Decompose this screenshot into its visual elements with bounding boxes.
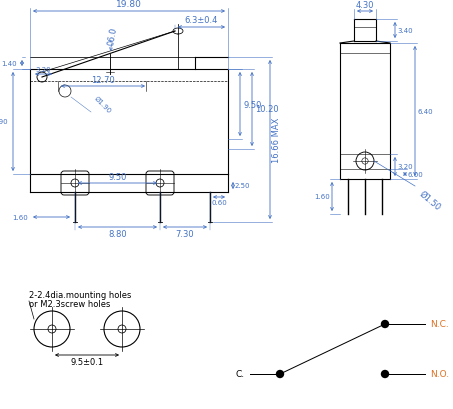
Text: or M2.3screw holes: or M2.3screw holes (29, 299, 111, 308)
Text: 2-2.4dia.mounting holes: 2-2.4dia.mounting holes (29, 290, 131, 299)
Text: 19.80: 19.80 (116, 0, 142, 9)
Text: 2.50: 2.50 (235, 183, 251, 189)
Text: 9.50: 9.50 (243, 100, 261, 109)
Circle shape (276, 371, 284, 378)
Text: 3.20: 3.20 (35, 67, 51, 73)
Text: 7.30: 7.30 (176, 229, 194, 238)
Text: 12.70: 12.70 (91, 76, 115, 85)
Text: 6.40: 6.40 (417, 109, 433, 115)
Text: 6.00: 6.00 (407, 172, 423, 178)
Text: N.C.: N.C. (430, 320, 449, 329)
Text: 9.50: 9.50 (108, 173, 127, 182)
Text: 16.66 MAX: 16.66 MAX (272, 117, 281, 163)
Text: 2.90: 2.90 (0, 119, 8, 125)
Text: 1.60: 1.60 (314, 194, 330, 200)
Text: C.: C. (236, 370, 245, 379)
Text: 1.40: 1.40 (1, 61, 17, 67)
Text: 1.60: 1.60 (12, 214, 28, 220)
Circle shape (381, 371, 389, 378)
Text: 6.3±0.4: 6.3±0.4 (185, 16, 218, 25)
Circle shape (381, 321, 389, 328)
Text: Ø1.90: Ø1.90 (93, 96, 112, 115)
Text: Ø1.50: Ø1.50 (417, 189, 442, 211)
Text: N.O.: N.O. (430, 370, 449, 379)
Text: 3.40: 3.40 (397, 28, 413, 34)
Text: 4.30: 4.30 (356, 1, 374, 10)
Text: 3.20: 3.20 (397, 164, 413, 170)
Text: 8.80: 8.80 (108, 229, 127, 238)
Text: 10.20: 10.20 (255, 105, 279, 114)
Text: 9.5±0.1: 9.5±0.1 (70, 357, 104, 366)
Text: 0.60: 0.60 (211, 200, 227, 205)
Text: 06.0: 06.0 (107, 26, 119, 46)
